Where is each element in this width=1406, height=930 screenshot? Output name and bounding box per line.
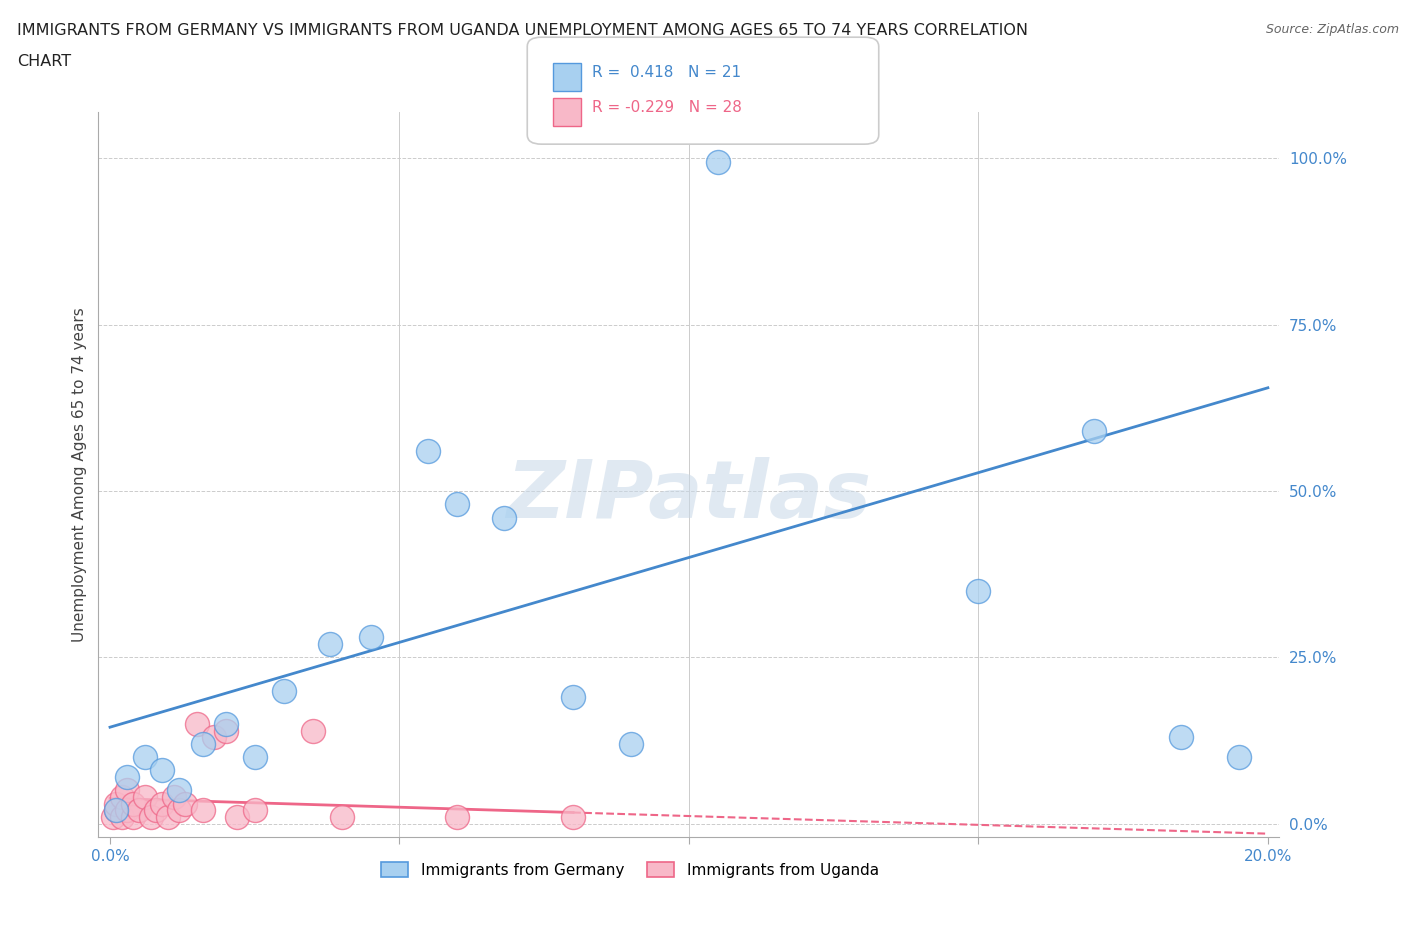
Point bbox=[110, 810, 132, 825]
Point bbox=[215, 716, 238, 731]
Point bbox=[169, 803, 191, 817]
Point bbox=[707, 154, 730, 169]
Point bbox=[186, 716, 208, 731]
Point bbox=[122, 810, 145, 825]
Point bbox=[1227, 750, 1250, 764]
Text: R =  0.418   N = 21: R = 0.418 N = 21 bbox=[592, 65, 741, 80]
Text: CHART: CHART bbox=[17, 54, 70, 69]
Point bbox=[301, 724, 323, 738]
Point bbox=[1170, 730, 1192, 745]
Point bbox=[128, 803, 150, 817]
Point bbox=[562, 810, 585, 825]
Point bbox=[139, 810, 162, 825]
Point bbox=[191, 737, 214, 751]
Point bbox=[145, 803, 167, 817]
Point bbox=[101, 810, 124, 825]
Text: Source: ZipAtlas.com: Source: ZipAtlas.com bbox=[1265, 23, 1399, 36]
Point bbox=[360, 630, 382, 644]
Point bbox=[134, 750, 156, 764]
Point bbox=[492, 511, 515, 525]
Point bbox=[122, 796, 145, 811]
Point bbox=[156, 810, 179, 825]
Point bbox=[104, 803, 127, 817]
Point bbox=[243, 803, 266, 817]
Point bbox=[174, 796, 197, 811]
Point bbox=[1083, 423, 1105, 438]
Point bbox=[967, 583, 990, 598]
Point bbox=[446, 497, 468, 512]
Point bbox=[273, 684, 295, 698]
Y-axis label: Unemployment Among Ages 65 to 74 years: Unemployment Among Ages 65 to 74 years bbox=[72, 307, 87, 642]
Legend: Immigrants from Germany, Immigrants from Uganda: Immigrants from Germany, Immigrants from… bbox=[375, 856, 884, 884]
Point bbox=[562, 690, 585, 705]
Point bbox=[202, 730, 225, 745]
Point bbox=[215, 724, 238, 738]
Point bbox=[117, 770, 139, 785]
Point bbox=[104, 803, 127, 817]
Point bbox=[620, 737, 643, 751]
Point bbox=[117, 803, 139, 817]
Point bbox=[330, 810, 353, 825]
Point bbox=[226, 810, 249, 825]
Point bbox=[150, 763, 173, 777]
Text: R = -0.229   N = 28: R = -0.229 N = 28 bbox=[592, 100, 742, 115]
Point bbox=[169, 783, 191, 798]
Point bbox=[163, 790, 186, 804]
Point bbox=[150, 796, 173, 811]
Point bbox=[134, 790, 156, 804]
Text: ZIPatlas: ZIPatlas bbox=[506, 457, 872, 535]
Point bbox=[191, 803, 214, 817]
Point bbox=[319, 636, 342, 651]
Point bbox=[104, 796, 127, 811]
Point bbox=[117, 783, 139, 798]
Point bbox=[243, 750, 266, 764]
Text: IMMIGRANTS FROM GERMANY VS IMMIGRANTS FROM UGANDA UNEMPLOYMENT AMONG AGES 65 TO : IMMIGRANTS FROM GERMANY VS IMMIGRANTS FR… bbox=[17, 23, 1028, 38]
Point bbox=[110, 790, 132, 804]
Point bbox=[446, 810, 468, 825]
Point bbox=[418, 444, 440, 458]
